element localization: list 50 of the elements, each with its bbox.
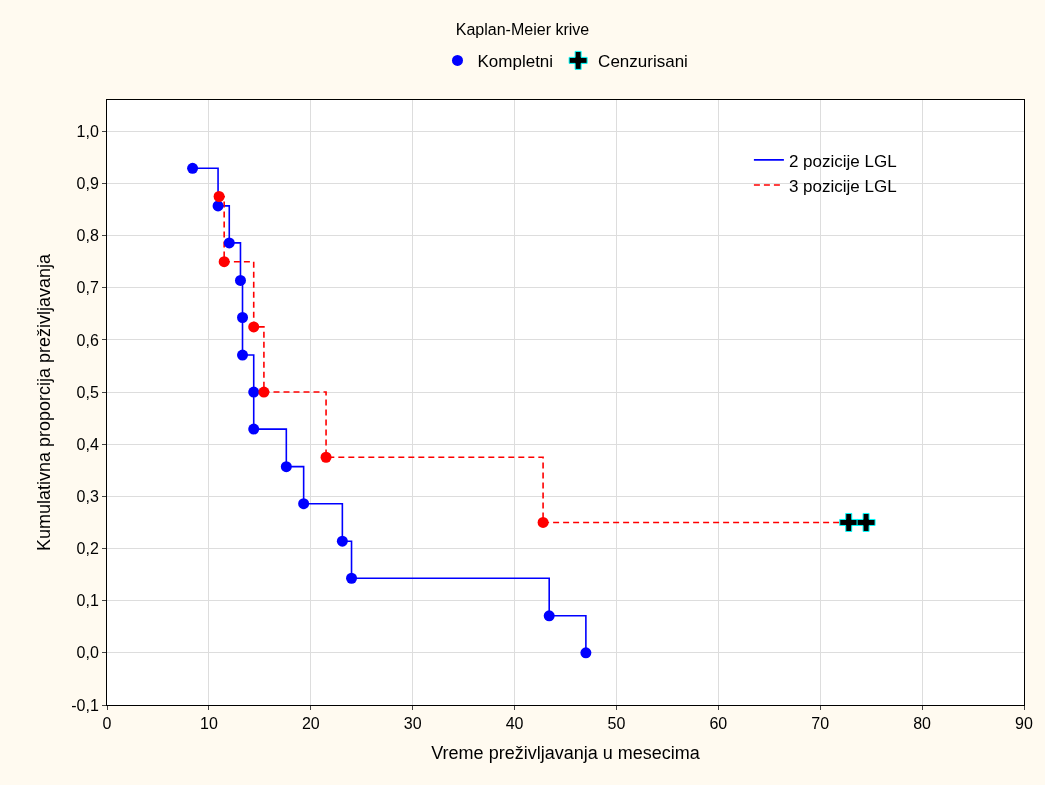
- x-tick-label: 90: [1015, 715, 1033, 733]
- point: [237, 311, 249, 323]
- y-tick-label: 0,4: [76, 435, 99, 453]
- x-tick-label: 40: [505, 715, 524, 733]
- point: [537, 516, 549, 528]
- x-tick-label: 10: [199, 715, 218, 733]
- y-tick-label: -0,1: [71, 696, 99, 714]
- point: [580, 647, 592, 659]
- point: [298, 498, 310, 510]
- y-tick-label: 0,9: [76, 175, 99, 193]
- legend-label: 3 pozicije LGL: [788, 176, 897, 196]
- point: [320, 451, 332, 463]
- y-axis-title: Kumulativna proporcija preživljavanja: [34, 252, 55, 552]
- legend-label: 2 pozicije LGL: [788, 151, 897, 171]
- point: [237, 349, 249, 361]
- point: [543, 610, 555, 622]
- x-tick-label: 50: [607, 715, 626, 733]
- point: [248, 423, 260, 435]
- y-tick-label: 0,8: [76, 227, 99, 245]
- point: [280, 461, 292, 473]
- y-tick-label: 0,0: [76, 644, 99, 662]
- x-axis-title: Vreme preživljavanja u mesecima: [431, 743, 701, 764]
- point: [346, 572, 358, 584]
- point: [258, 386, 270, 398]
- x-tick-label: 60: [709, 715, 728, 733]
- y-tick-label: 0,2: [76, 540, 99, 558]
- point: [839, 512, 859, 532]
- point: [248, 321, 260, 333]
- x-tick-label: 20: [301, 715, 320, 733]
- chart-title: Kaplan-Meier krive: [455, 21, 590, 39]
- y-tick-label: 0,3: [76, 487, 99, 505]
- y-tick-label: 0,7: [76, 279, 99, 297]
- x-tick-label: 30: [403, 715, 422, 733]
- point: [248, 386, 260, 398]
- x-tick-label: 70: [811, 715, 830, 733]
- y-tick-label: 0,1: [76, 592, 99, 610]
- point: [187, 162, 199, 174]
- y-tick-label: 0,5: [76, 383, 99, 401]
- point: [856, 512, 876, 532]
- x-tick-label: 80: [913, 715, 932, 733]
- point: [213, 190, 225, 202]
- y-tick-label: 1,0: [76, 122, 99, 140]
- legend-label: Cenzurisani: [598, 52, 688, 72]
- point: [336, 535, 348, 547]
- legend-label: Kompletni: [477, 52, 554, 72]
- point: [218, 256, 230, 268]
- point: [223, 237, 235, 249]
- x-tick-label: 0: [102, 715, 112, 733]
- point: [234, 274, 246, 286]
- y-tick-label: 0,6: [76, 331, 99, 349]
